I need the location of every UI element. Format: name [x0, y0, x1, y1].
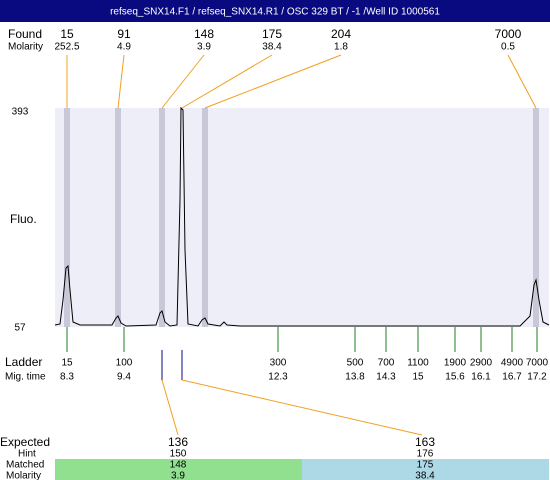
- found-value: 204: [331, 27, 351, 41]
- ladder-value: 500: [347, 358, 364, 369]
- ladder-value: 7000: [526, 358, 549, 369]
- mig-time-value: 17.2: [527, 372, 547, 383]
- found-label: Found: [8, 27, 42, 41]
- mig-time-value: 15.6: [445, 372, 465, 383]
- found-value: 91: [117, 27, 131, 41]
- mig-time-value: 15: [412, 372, 424, 383]
- mig-time-value: 16.1: [471, 372, 491, 383]
- matched-molarity-value: 3.9: [171, 471, 185, 480]
- mig-time-value: 16.7: [502, 372, 522, 383]
- matched-molarity-value: 38.4: [415, 471, 435, 480]
- y-min: 57: [14, 323, 26, 334]
- ladder-value: 300: [270, 358, 287, 369]
- connector: [181, 54, 273, 109]
- ladder-value: 700: [378, 358, 395, 369]
- molarity-label: Molarity: [6, 471, 41, 480]
- mig-time-value: 9.4: [117, 372, 131, 383]
- ladder-value: 4900: [501, 358, 524, 369]
- mig-time-value: 12.3: [268, 372, 288, 383]
- matched-value: 148: [170, 460, 187, 471]
- plot-area: [55, 108, 549, 327]
- connector: [204, 54, 342, 109]
- mig-time-value: 14.3: [376, 372, 396, 383]
- expected-label: Expected: [0, 435, 50, 449]
- ladder-value: 1100: [407, 358, 429, 369]
- y-max: 393: [12, 107, 29, 118]
- matched-value: 175: [417, 460, 434, 471]
- found-value: 15: [60, 27, 74, 41]
- expected-value: 136: [168, 435, 188, 449]
- hint-value: 150: [170, 449, 187, 460]
- connector: [161, 379, 179, 436]
- matched-band: [302, 459, 549, 480]
- ladder-value: 100: [116, 358, 133, 369]
- ladder-label: Ladder: [5, 355, 42, 369]
- found-value: 175: [262, 27, 282, 41]
- matched-band: [55, 459, 302, 480]
- found-value: 148: [194, 27, 214, 41]
- connector: [117, 54, 125, 109]
- expected-value: 163: [415, 435, 435, 449]
- molarity-value: 1.8: [334, 42, 348, 53]
- mig-time-value: 13.8: [345, 372, 365, 383]
- found-value: 7000: [495, 27, 522, 41]
- molarity-value: 252.5: [54, 42, 79, 53]
- ladder-value: 1900: [444, 358, 467, 369]
- connector: [181, 379, 423, 436]
- matched-label: Matched: [6, 460, 44, 471]
- ladder-value: 15: [61, 358, 73, 369]
- mig-time-value: 8.3: [60, 372, 74, 383]
- molarity-label: Molarity: [8, 42, 43, 53]
- molarity-value: 4.9: [117, 42, 131, 53]
- connector: [161, 54, 205, 109]
- title: refseq_SNX14.F1 / refseq_SNX14.R1 / OSC …: [110, 7, 440, 18]
- hint-value: 176: [417, 449, 434, 460]
- peak-bands: [64, 108, 539, 327]
- ladder-value: 2900: [470, 358, 493, 369]
- title-bar: [0, 0, 550, 22]
- molarity-value: 38.4: [262, 42, 282, 53]
- molarity-value: 3.9: [197, 42, 211, 53]
- mig-time-label: Mig. time: [5, 372, 46, 383]
- y-label: Fluo.: [10, 212, 37, 226]
- molarity-value: 0.5: [501, 42, 515, 53]
- connector: [507, 54, 537, 109]
- hint-label: Hint: [18, 449, 36, 460]
- trace: [54, 106, 550, 327]
